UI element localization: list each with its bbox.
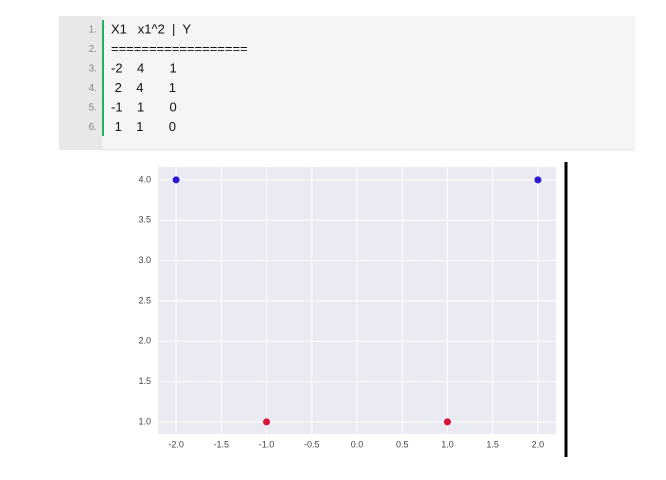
code-line: -1 1 0 [111,99,177,114]
y-tick-label: 3.0 [138,255,151,265]
y-tick-label: 2.0 [138,336,151,346]
point [172,176,180,184]
code-gutter [59,16,102,150]
line-number: 4. [89,83,97,94]
point [534,176,542,184]
x-tick-label: -1.0 [259,439,275,449]
code-line: -2 4 1 [111,60,177,75]
y-tick-label: 1.5 [138,376,151,386]
x-tick-label: 1.0 [441,439,454,449]
code-line: X1 x1^2 | Y [111,21,191,36]
code-block [59,16,635,150]
y-tick-label: 1.0 [138,416,151,426]
x-tick-label: -2.0 [168,439,184,449]
line-number: 3. [89,64,97,75]
line-number: 1. [89,25,97,36]
x-tick-label: 0.0 [351,439,364,449]
code-line: ================== [111,41,248,56]
line-number: 6. [89,122,97,133]
line-number: 2. [89,44,97,55]
point [443,418,451,426]
x-tick-label: 1.5 [486,439,499,449]
point [263,418,271,426]
y-tick-label: 2.5 [138,295,151,305]
code-line: 1 1 0 [111,119,176,134]
code-line: 2 4 1 [111,80,176,95]
x-tick-label: -1.5 [214,439,230,449]
y-tick-label: 4.0 [138,174,151,184]
line-number: 5. [89,103,97,114]
x-tick-label: 0.5 [396,439,409,449]
y-tick-label: 3.5 [138,215,151,225]
x-tick-label: 2.0 [532,439,545,449]
x-tick-label: -0.5 [304,439,320,449]
